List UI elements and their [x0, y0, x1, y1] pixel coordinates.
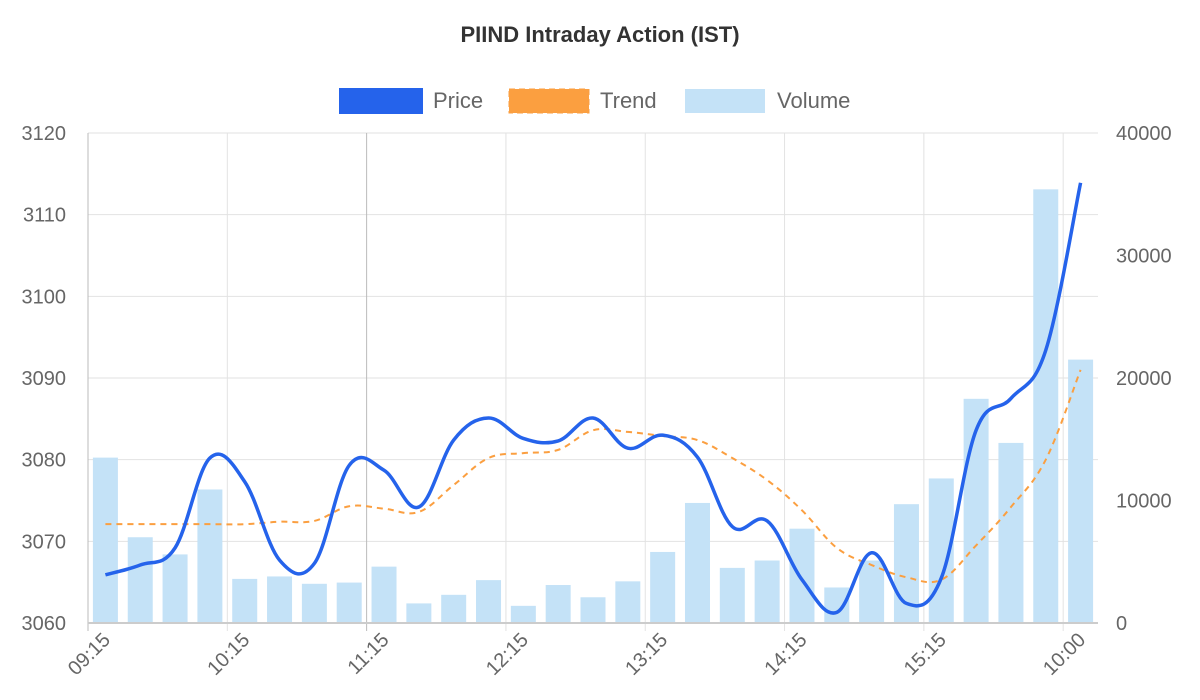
legend-swatch-volume	[685, 89, 765, 113]
volume-bar	[998, 442, 1024, 623]
legend: Price Trend Volume	[339, 88, 850, 114]
y-right-tick-label: 0	[1116, 613, 1127, 635]
volume-bar	[510, 605, 536, 623]
legend-item-price[interactable]: Price	[339, 88, 483, 114]
x-tick-label: 14:15	[761, 629, 812, 680]
volume-bar	[301, 583, 327, 623]
volume-bar	[441, 594, 467, 623]
volume-bar	[650, 551, 676, 623]
legend-label-volume: Volume	[777, 88, 850, 113]
volume-bar	[336, 582, 362, 623]
volume-bar	[162, 554, 188, 623]
y-left-tick-label: 3100	[22, 286, 67, 308]
price-line	[104, 182, 1083, 615]
volume-bar	[476, 580, 502, 623]
volume-bar	[406, 603, 432, 623]
y-left-tick-label: 3090	[22, 368, 67, 390]
volume-bar	[859, 560, 885, 623]
y-left-tick-label: 3120	[22, 123, 67, 145]
y-right-tick-label: 20000	[1116, 368, 1172, 390]
legend-swatch-price	[339, 88, 423, 114]
volume-bar	[232, 578, 258, 623]
y-left-tick-label: 3060	[22, 613, 67, 635]
volume-bar	[545, 585, 571, 623]
lines	[104, 182, 1083, 615]
volume-bar	[197, 489, 223, 623]
legend-label-price: Price	[433, 88, 483, 113]
y-left-tick-label: 3080	[22, 450, 67, 472]
y-right-tick-label: 30000	[1116, 246, 1172, 268]
x-tick-label: 10:15	[203, 629, 254, 680]
y-right-tick-label: 10000	[1116, 491, 1172, 513]
volume-bar	[127, 537, 153, 623]
volume-bar	[615, 581, 641, 623]
trend-line	[105, 369, 1082, 584]
y-right-tick-label: 40000	[1116, 123, 1172, 145]
volume-bar	[719, 567, 745, 623]
volume-bar	[754, 560, 780, 623]
volume-bar	[963, 398, 989, 623]
volume-bar	[267, 576, 293, 623]
y-left-tick-label: 3070	[22, 531, 67, 553]
volume-bar	[1068, 359, 1094, 623]
x-tick-label: 11:15	[344, 629, 394, 679]
volume-bar	[789, 528, 815, 623]
x-tick-label: 12:15	[482, 629, 533, 680]
x-tick-label: 09:15	[64, 629, 115, 680]
legend-item-trend[interactable]: Trend	[508, 88, 657, 114]
x-tick-label: 15:15	[900, 629, 951, 680]
volume-bar	[684, 502, 710, 623]
volume-bars	[92, 189, 1094, 623]
grid	[87, 132, 1098, 631]
legend-swatch-trend	[508, 88, 590, 114]
chart-title: PIIND Intraday Action (IST)	[460, 22, 739, 47]
y-left-tick-label: 3110	[23, 205, 66, 227]
x-tick-label: 13:15	[621, 629, 672, 680]
volume-bar	[92, 457, 118, 623]
legend-label-trend: Trend	[600, 88, 657, 113]
legend-item-volume[interactable]: Volume	[685, 88, 850, 113]
volume-bar	[580, 597, 606, 623]
volume-bar	[371, 566, 397, 623]
volume-bar	[1033, 189, 1059, 623]
x-tick-label: 10:00	[1039, 629, 1090, 680]
